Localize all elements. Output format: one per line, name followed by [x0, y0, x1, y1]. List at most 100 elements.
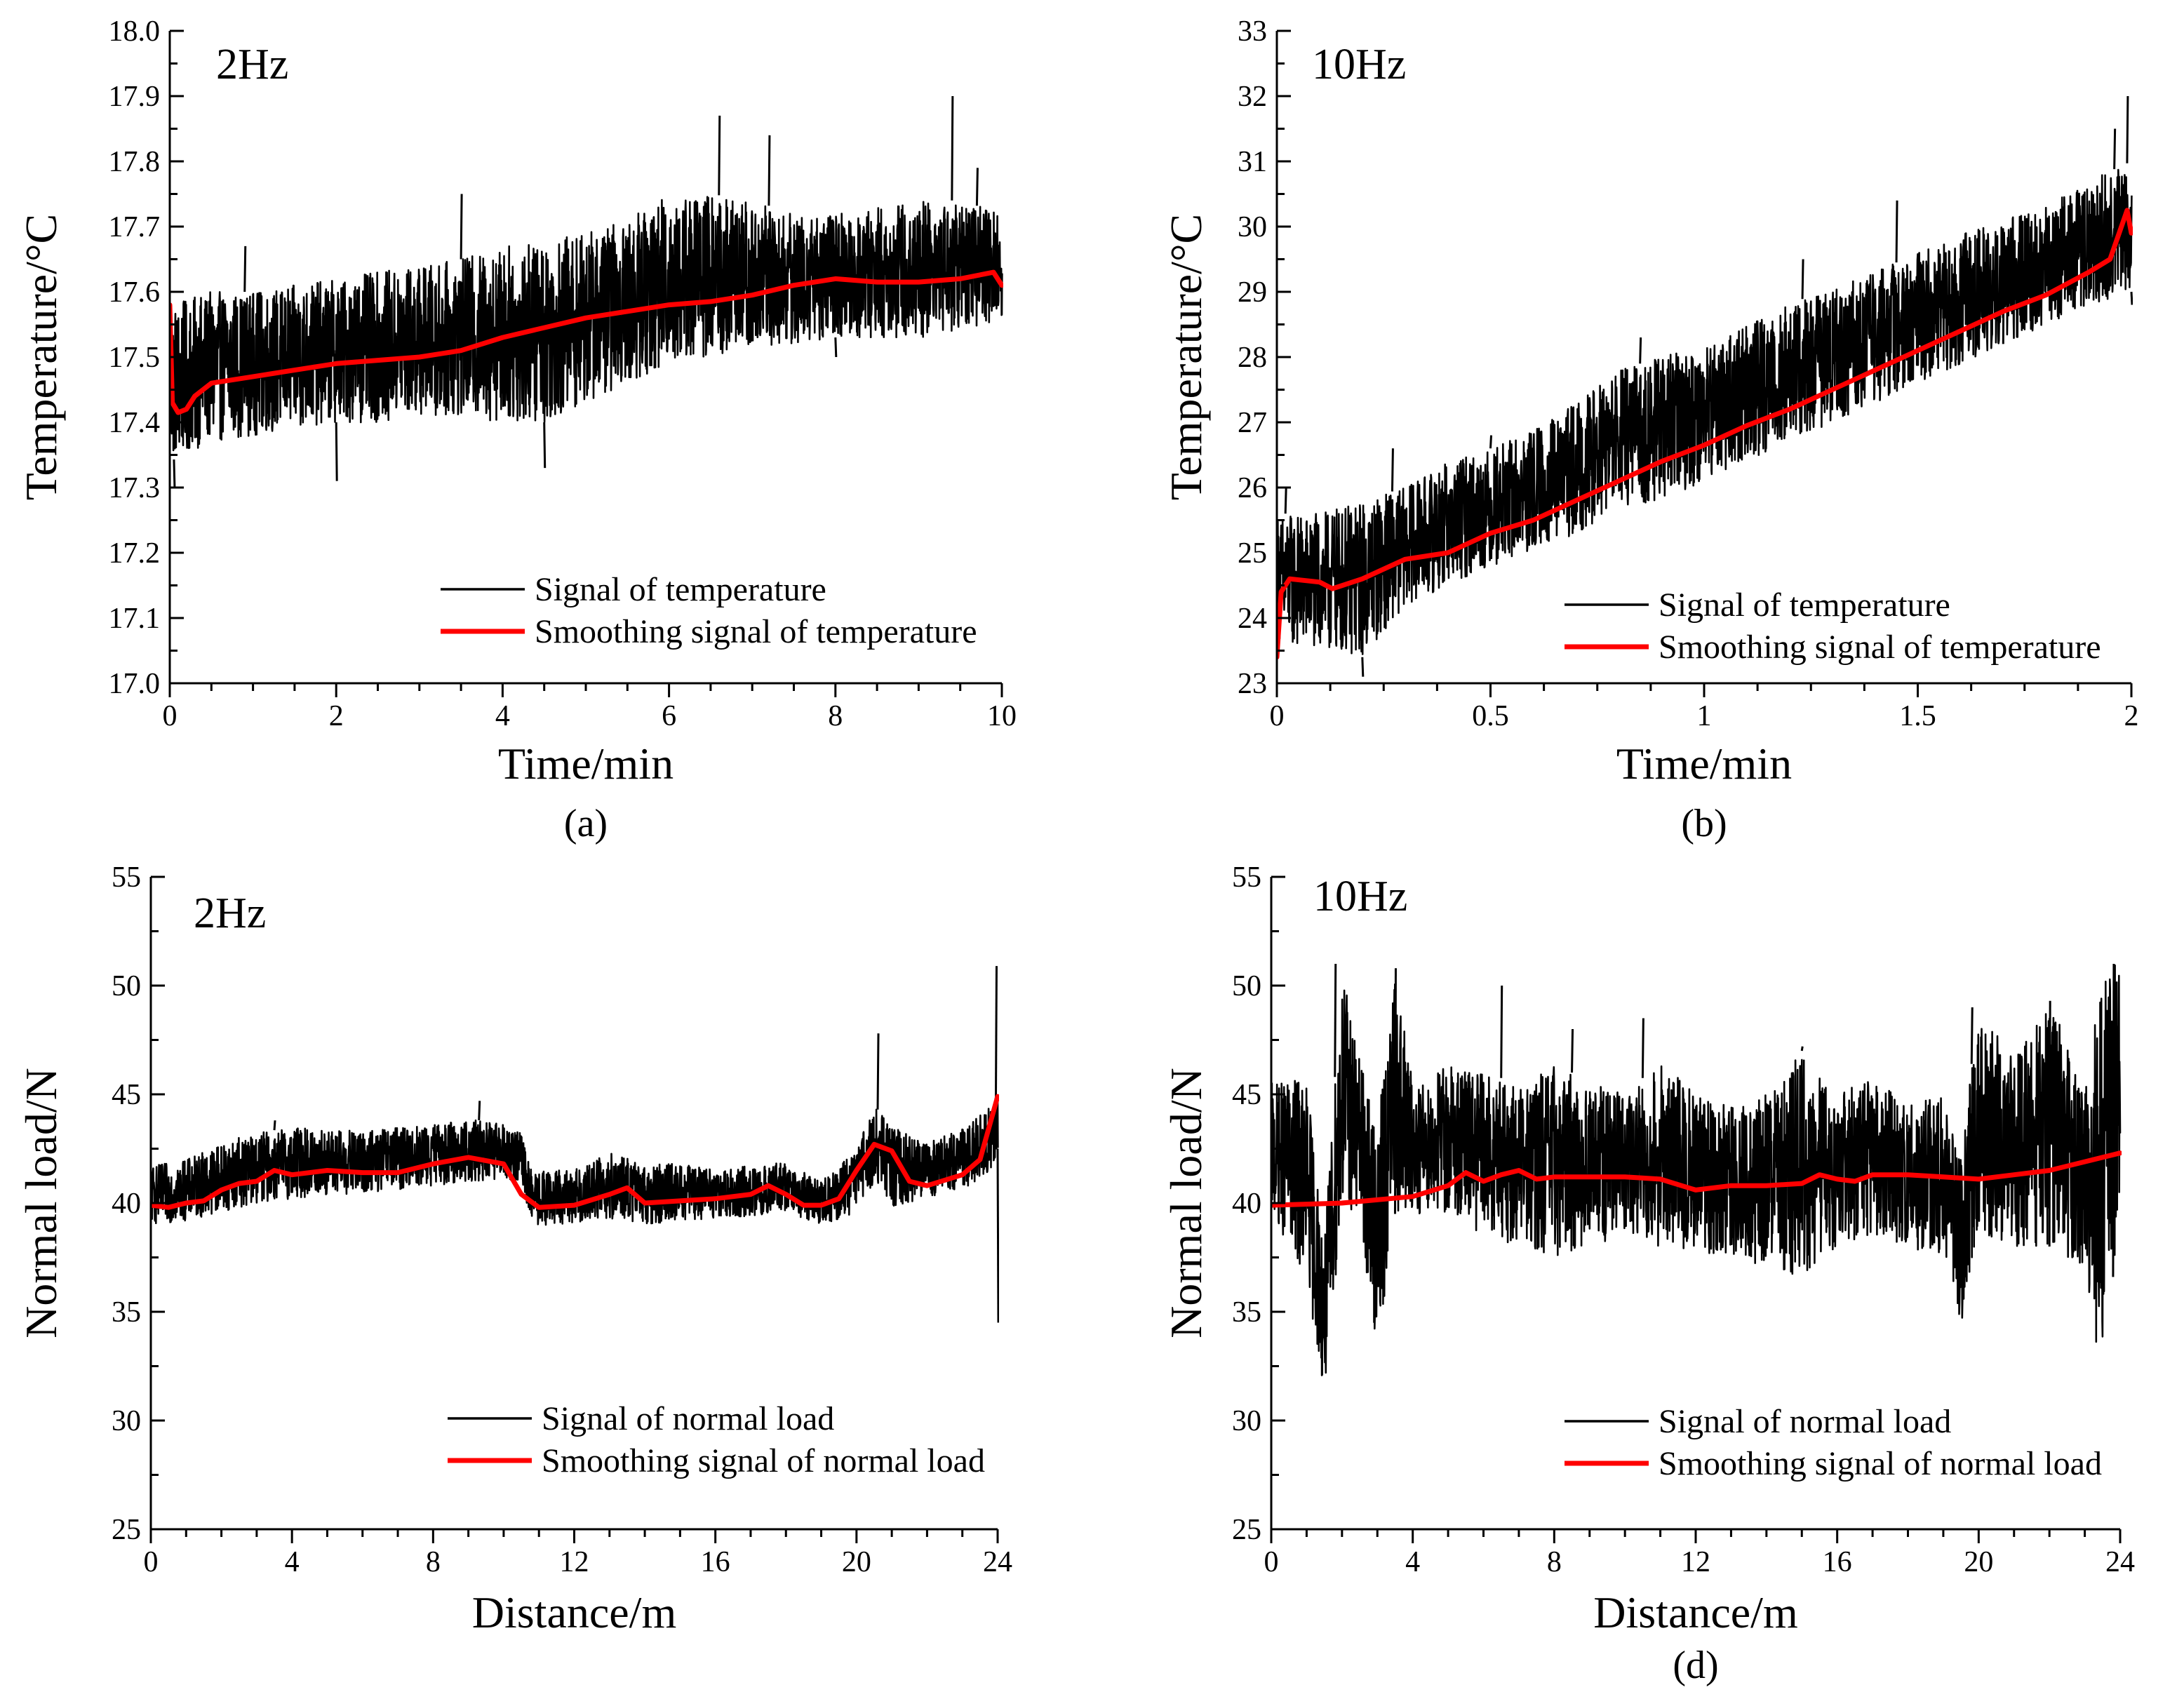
spike-a-5	[718, 115, 721, 196]
series-c-smooth	[151, 1094, 999, 1210]
spike-b-0	[1284, 487, 1287, 514]
chart-panel-c: 25 30 35 40 45 50 55 0 4 8 12 16 20 24 Distance/m Norma…	[16, 861, 1012, 1637]
y-axis-label: Temperature/°C	[1161, 214, 1211, 501]
legend-entry: Signal of normal load	[1659, 1403, 1951, 1440]
y-tick-label: 25	[112, 1514, 141, 1546]
spike-d-4	[1641, 1018, 1644, 1078]
spike-c-0	[273, 1120, 276, 1131]
spike-a-2	[335, 422, 338, 481]
y-tick-label: 40	[112, 1188, 141, 1220]
x-tick-label: 8	[828, 700, 843, 732]
plot-area-d	[1271, 963, 2122, 1376]
x-tick-label: 0.5	[1472, 700, 1509, 732]
y-tick-label: 18.0	[109, 15, 161, 48]
y-tick-label: 45	[112, 1079, 141, 1111]
spike-c-1	[478, 1101, 481, 1120]
x-tick-label: 2	[329, 700, 344, 732]
plot-area-b	[1277, 95, 2133, 677]
x-axis-label: Distance/m	[1593, 1587, 1797, 1637]
y-tick-label: 17.3	[109, 472, 161, 504]
spike-d-2	[1500, 985, 1503, 1078]
y-tick-label: 35	[1232, 1296, 1261, 1329]
legend-entry: Signal of temperature	[535, 571, 826, 608]
y-tick-label: 50	[112, 970, 141, 1002]
x-tick-label: 4	[1405, 1546, 1420, 1578]
y-tick-label: 17.0	[109, 668, 161, 700]
series-b-signal	[1277, 168, 2133, 655]
x-tick-label: 0	[1264, 1546, 1279, 1578]
spike-a-8	[951, 95, 954, 201]
x-tick-label: 6	[662, 700, 676, 732]
spike-b-9	[2126, 95, 2129, 163]
x-tick-label: 16	[1823, 1546, 1852, 1578]
legend-entry: Signal of temperature	[1659, 586, 1950, 624]
y-tick-label: 17.8	[109, 146, 161, 178]
series-d-signal	[1271, 964, 2122, 1376]
legend-entry: Smoothing signal of temperature	[1659, 629, 2101, 666]
x-tick-label: 24	[983, 1546, 1012, 1578]
y-tick-label: 55	[112, 861, 141, 894]
legend-entry: Smoothing signal of normal load	[542, 1442, 985, 1479]
spike-b-7	[2002, 246, 2005, 344]
x-axis-label: Time/min	[498, 739, 674, 788]
x-axis-label: Distance/m	[472, 1587, 676, 1637]
legend-entry: Smoothing signal of temperature	[535, 613, 977, 650]
spike-d-8	[2112, 963, 2115, 1277]
x-tick-label: 10	[987, 700, 1017, 732]
y-tick-label: 17.1	[109, 603, 161, 635]
spike-a-1	[243, 246, 247, 293]
frequency-annotation: 2Hz	[194, 889, 266, 937]
y-tick-label: 17.2	[109, 537, 161, 570]
y-tick-label: 17.9	[109, 81, 161, 113]
panel-caption: (d)	[1673, 1644, 1718, 1687]
spike-d-3	[1571, 1028, 1574, 1073]
frequency-annotation: 10Hz	[1313, 873, 1407, 920]
spike-d-6	[1970, 1007, 1974, 1064]
y-tick-label: 17.5	[109, 342, 161, 374]
y-tick-label: 25	[1238, 537, 1267, 570]
y-tick-label: 26	[1238, 472, 1267, 504]
series-c-signal	[151, 1097, 999, 1226]
y-tick-label: 33	[1238, 15, 1267, 48]
y-tick-label: 30	[1238, 211, 1267, 243]
chart-panel-b: 23 24 25 26 27 28 29 30 31 32 33 0 0.5 1 1.5 2 Time/min T…	[1161, 15, 2139, 845]
y-tick-label: 40	[1232, 1188, 1261, 1220]
y-tick-label: 23	[1238, 668, 1267, 700]
x-tick-label: 20	[842, 1546, 871, 1578]
y-tick-label: 17.7	[109, 211, 161, 243]
y-axis-label: Temperature/°C	[16, 214, 66, 501]
x-tick-label: 16	[701, 1546, 730, 1578]
spike-a-6	[768, 135, 771, 206]
y-tick-label: 28	[1238, 342, 1267, 374]
x-tick-label: 4	[285, 1546, 300, 1578]
spike-b-3	[1489, 435, 1492, 449]
x-tick-label: 0	[144, 1546, 159, 1578]
x-tick-label: 12	[1681, 1546, 1710, 1578]
spike-b-5	[1801, 259, 1804, 300]
plot-area-a	[170, 95, 1003, 488]
x-tick-label: 20	[1964, 1546, 1993, 1578]
y-tick-label: 50	[1232, 970, 1261, 1002]
y-tick-label: 17.4	[109, 407, 161, 439]
panel-caption: (a)	[564, 802, 608, 845]
chart-panel-a: 17.0 17.1 17.2 17.3 17.4 17.5 17.6 17.7 17.8 17.9…	[16, 15, 1017, 845]
series-a-smooth	[170, 269, 1003, 415]
y-tick-label: 27	[1238, 407, 1267, 439]
x-tick-label: 8	[426, 1546, 441, 1578]
y-tick-label: 17.6	[109, 276, 161, 309]
plot-area-c	[151, 966, 999, 1323]
series-b-smooth	[1277, 208, 2133, 660]
legend-c: Signal of normal load Smoothing signal of…	[448, 1400, 985, 1479]
y-tick-label: 30	[112, 1405, 141, 1437]
spike-a-0	[173, 459, 176, 488]
y-tick-label: 29	[1238, 276, 1267, 309]
spike-d-0	[1334, 963, 1337, 1077]
chart-panel-d: 25 30 35 40 45 50 55 0 4 8 12 16 20 24 Distance/m Norma…	[1161, 861, 2135, 1687]
y-tick-label: 30	[1232, 1405, 1261, 1437]
y-tick-label: 35	[112, 1296, 141, 1329]
x-tick-label: 12	[560, 1546, 589, 1578]
legend-entry: Signal of normal load	[542, 1400, 834, 1437]
x-tick-label: 0	[1270, 700, 1285, 732]
y-tick-label: 24	[1238, 603, 1267, 635]
